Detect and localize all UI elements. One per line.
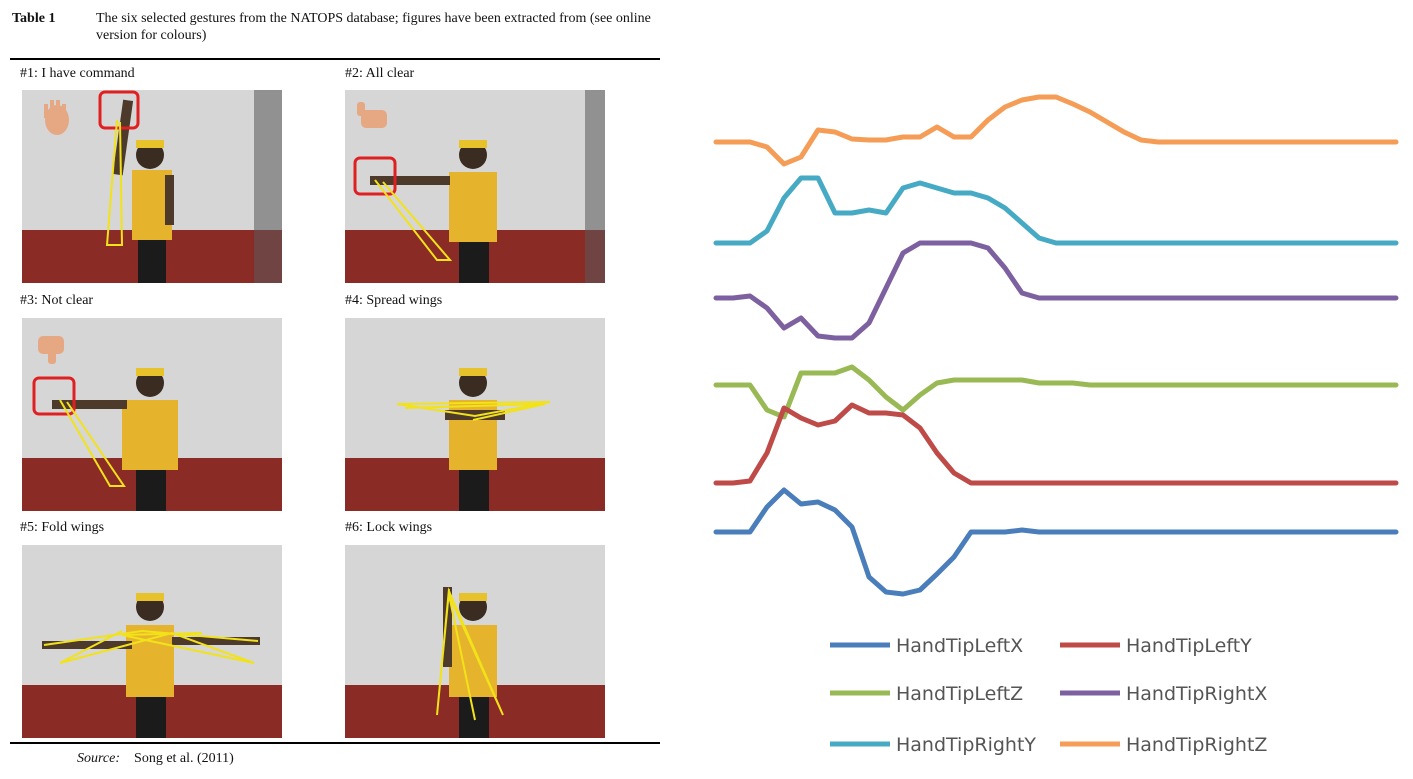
series-line-HandTipRightZ xyxy=(713,94,1399,167)
joint-trajectory-chart: HandTipLeftX HandTipLeftY HandTipLeftZ Hand… xyxy=(700,90,1400,770)
gesture-photo-6 xyxy=(345,545,605,738)
gesture-photo-3 xyxy=(22,318,282,511)
top-rule xyxy=(10,58,660,60)
gesture-photo-4 xyxy=(345,318,605,511)
legend-label-HandTipRightY: HandTipRightY xyxy=(896,734,1036,756)
panel-label-6: #6: Lock wings xyxy=(345,520,433,535)
panel-label-3: #3: Not clear xyxy=(20,293,94,308)
series-line-HandTipLeftX xyxy=(713,487,1399,597)
gesture-photo-5 xyxy=(22,545,282,738)
legend-label-HandTipLeftX: HandTipLeftX xyxy=(896,635,1023,657)
legend-label-HandTipRightZ: HandTipRightZ xyxy=(1126,734,1267,756)
series-line-HandTipRightY xyxy=(713,175,1399,246)
panel-label-5: #5: Fold wings xyxy=(20,520,105,535)
source-note: Source: Song et al. (2011) xyxy=(77,751,234,767)
hand-icon-open-palm xyxy=(44,100,69,135)
panel-label-1: #1: I have command xyxy=(20,66,135,81)
hand-icon-thumb-up xyxy=(357,102,387,128)
legend-label-HandTipRightX: HandTipRightX xyxy=(1126,683,1267,705)
panel-label-2: #2: All clear xyxy=(345,66,415,81)
gesture-photo-2 xyxy=(345,90,605,283)
gesture-photo-1 xyxy=(22,90,282,283)
legend-label-HandTipLeftY: HandTipLeftY xyxy=(1126,635,1252,657)
series-line-HandTipRightX xyxy=(713,240,1399,341)
source-label: Source: xyxy=(77,751,121,766)
line-chart-svg: HandTipLeftX HandTipLeftY HandTipLeftZ Hand… xyxy=(713,94,1399,756)
table-caption-text: The six selected gestures from the NATOP… xyxy=(96,11,651,43)
series-line-HandTipLeftZ xyxy=(713,364,1399,420)
hand-icon-thumb-down xyxy=(38,336,64,364)
legend-label-HandTipLeftZ: HandTipLeftZ xyxy=(896,683,1023,705)
bottom-rule xyxy=(10,742,660,744)
table-label: Table 1 xyxy=(12,11,56,26)
series-line-HandTipLeftY xyxy=(713,402,1399,486)
source-text: Song et al. (2011) xyxy=(134,751,234,766)
panel-label-4: #4: Spread wings xyxy=(345,293,443,308)
